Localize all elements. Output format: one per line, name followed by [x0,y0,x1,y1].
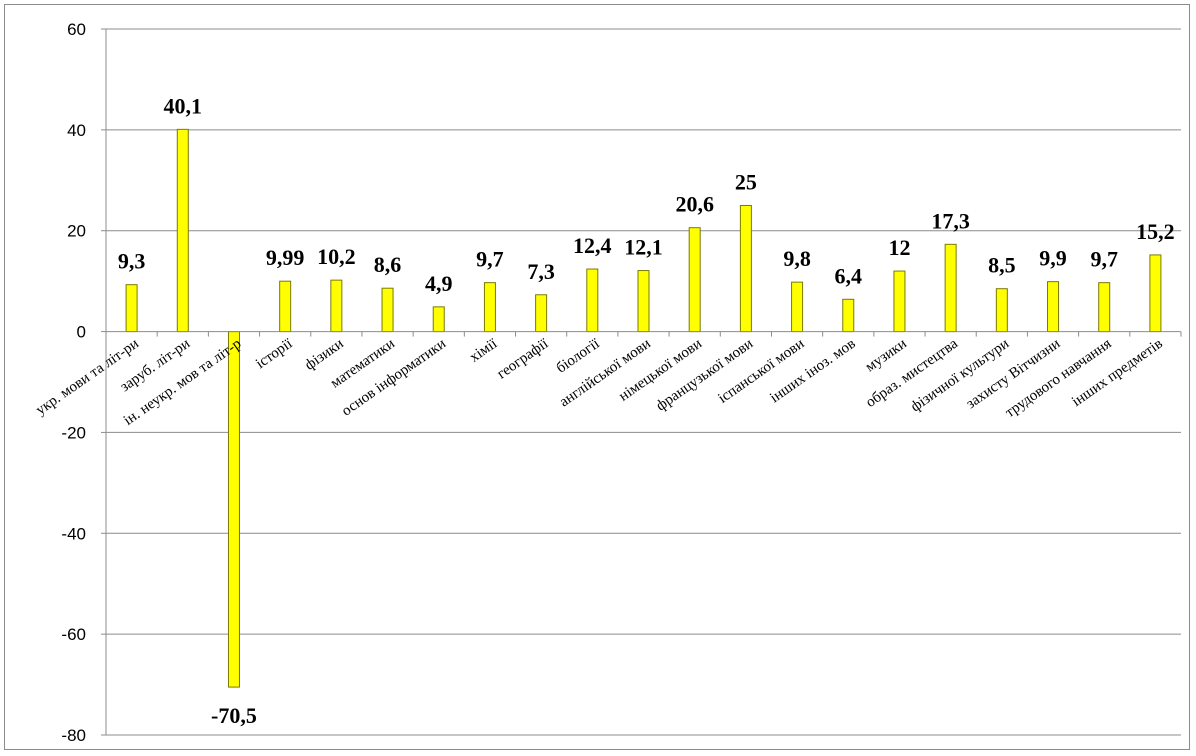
y-tick-label: -40 [61,524,86,543]
bar [535,294,548,333]
data-label: 9,7 [476,247,504,272]
category-label: історії [253,335,296,372]
bar [842,298,855,333]
axes [105,29,1182,735]
bar [381,287,394,333]
bar [739,205,752,333]
bar [1149,254,1162,333]
data-label: 40,1 [164,93,203,118]
data-label: 8,6 [374,252,402,277]
data-label: 4,9 [425,271,453,296]
data-labels: 9,3 40,1 -70,5 9,99 10,2 8,6 4,9 9,7 7,3 12,4 12,1… [118,93,1175,728]
bar [637,270,650,333]
y-tick-label: 40 [67,121,86,140]
bar [586,268,599,333]
data-label: 12,4 [573,233,612,258]
data-label: 15,2 [1136,219,1175,244]
category-label: інших предметів [1069,336,1166,410]
y-tick-label: -80 [61,726,86,745]
data-label: 9,9 [1039,246,1067,271]
data-label: -70,5 [211,703,257,728]
data-label: 10,2 [317,244,356,269]
bar [279,280,292,333]
y-tick-label: -20 [61,423,86,442]
data-label: 9,8 [783,246,811,271]
data-label: 8,5 [988,253,1016,278]
bar [227,331,240,688]
data-label: 9,7 [1090,247,1118,272]
data-label: 9,3 [118,249,146,274]
data-label: 6,4 [835,263,863,288]
category-label: географії [494,335,552,382]
y-tick-label: -60 [61,625,86,644]
y-tick-label: 60 [67,20,86,39]
bar-chart: 60 40 20 0 -20 -40 -60 -80 укр. мови та літ-риз… [33,20,1182,745]
data-label: 20,6 [675,192,714,217]
data-label: 25 [735,170,757,195]
bar [893,270,906,333]
bar [483,282,496,333]
category-label: англійської мови [557,336,654,411]
bar [995,288,1008,333]
data-label: 12,1 [624,235,663,260]
bar [791,281,804,333]
data-label: 12 [888,235,910,260]
bar [688,227,701,333]
data-label: 7,3 [527,259,555,284]
bar [176,128,189,333]
category-label: фізики [302,336,347,374]
data-label: 17,3 [931,208,970,233]
gridlines [106,28,1181,736]
category-label: хімії [467,335,501,366]
category-label: іспанської мови [715,336,807,407]
chart-frame: 60 40 20 0 -20 -40 -60 -80 укр. мови та літ-ри з… [4,4,1190,750]
bar [432,306,445,333]
bar [1098,282,1111,333]
data-label: 9,99 [266,245,305,270]
y-tick-label: 20 [67,222,86,241]
category-label: інших іноз. мов [767,336,858,407]
bar [330,279,343,333]
bar [125,284,138,333]
bar [944,243,957,333]
bars [125,128,1162,688]
y-tick-label: 0 [77,323,86,342]
y-axis-tick-labels: 60 40 20 0 -20 -40 -60 -80 [61,20,106,745]
bar [1047,281,1060,333]
